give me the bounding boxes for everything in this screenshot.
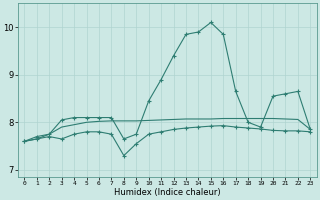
X-axis label: Humidex (Indice chaleur): Humidex (Indice chaleur) xyxy=(114,188,221,197)
